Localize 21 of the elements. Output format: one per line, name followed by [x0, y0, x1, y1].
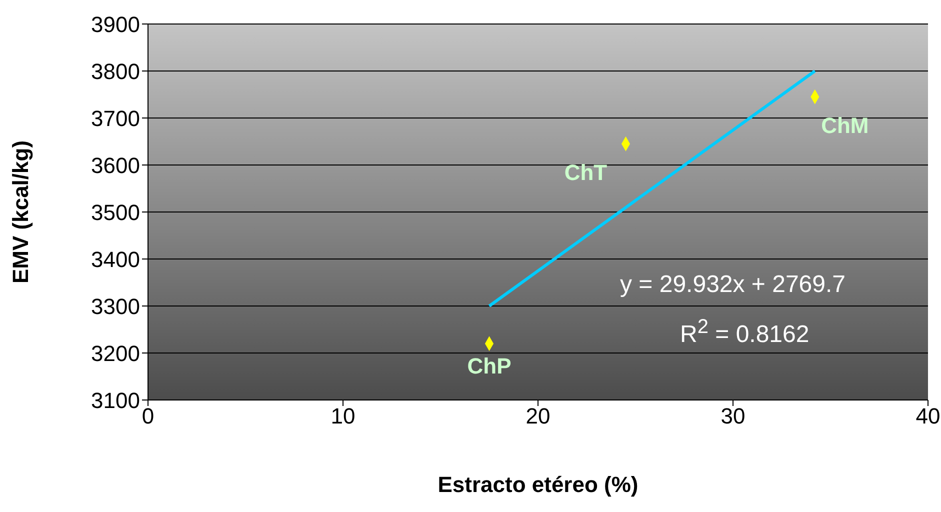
annotation: ChM — [821, 112, 869, 138]
x-tick-label: 40 — [916, 404, 940, 429]
y-tick-label: 3600 — [91, 152, 140, 178]
x-tick-label: 30 — [720, 404, 746, 429]
x-tick-label: 0 — [142, 404, 154, 429]
annotation: y = 29.932x + 2769.7 — [620, 270, 846, 300]
y-axis-title: EMV (kcal/kg) — [8, 140, 33, 284]
y-tick-label: 3700 — [91, 106, 140, 131]
y-tick-label: 3500 — [91, 200, 140, 225]
x-tick-label: 20 — [526, 404, 550, 429]
x-axis-title: Estracto etéreo (%) — [438, 472, 638, 497]
y-tick-label: 3900 — [91, 12, 140, 37]
y-tick-label: 3800 — [91, 58, 140, 84]
y-tick-label: 3100 — [91, 388, 140, 413]
y-tick-label: 3400 — [91, 246, 140, 272]
annotation: R$^{2}$ = 0.8162 — [680, 315, 810, 350]
annotation: ChP — [467, 354, 512, 379]
y-tick-label: 3200 — [91, 340, 140, 366]
y-tick-label: 3300 — [91, 294, 140, 319]
annotation: ChT — [564, 160, 608, 185]
x-tick-label: 10 — [330, 404, 356, 429]
